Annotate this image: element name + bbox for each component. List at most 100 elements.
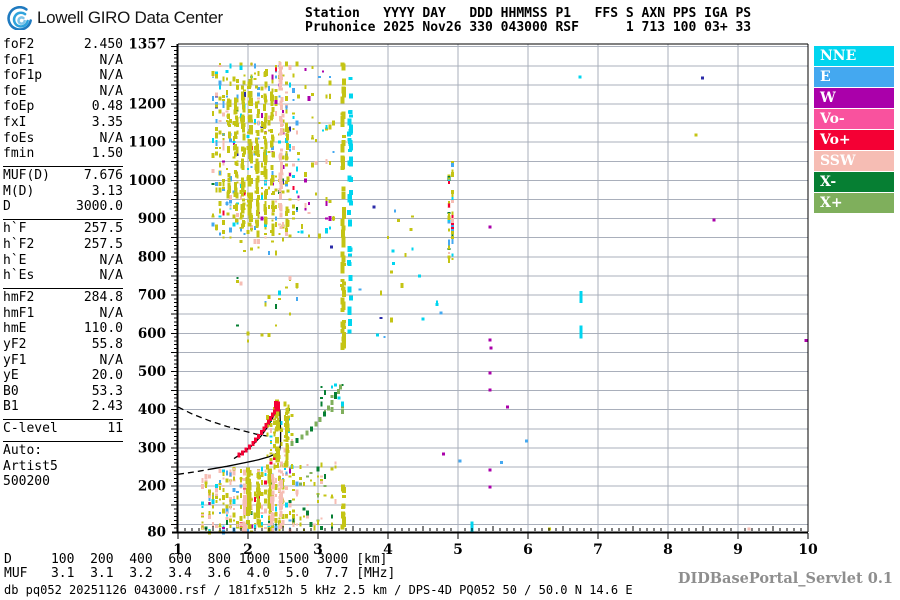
param-value: N/A	[99, 268, 123, 284]
param-value: 2.450	[83, 37, 123, 52]
param-value: N/A	[99, 352, 123, 368]
param-label: h`F	[3, 220, 27, 236]
legend-item-e[interactable]: E	[814, 67, 894, 87]
param-value: 257.5	[83, 220, 123, 236]
param-row-hes: h`Es N/A	[3, 268, 123, 284]
param-row-yf2: yF2 55.8	[3, 337, 123, 353]
param-row-mufd: MUF(D) 7.676	[3, 165, 123, 184]
param-label: B0	[3, 383, 19, 399]
legend-item-vo[interactable]: Vo-	[814, 109, 894, 129]
legend-item-nne[interactable]: NNE	[814, 46, 894, 66]
param-label: fmin	[3, 146, 35, 162]
param-row-fof2: foF2 2.450	[3, 37, 123, 53]
legend-item-ssw[interactable]: SSW	[814, 151, 894, 171]
param-value: N/A	[99, 83, 123, 99]
station-header: Station YYYY DAY DDD HHMMSS P1 FFS S AXN…	[305, 7, 751, 35]
param-value: 1.50	[91, 146, 123, 162]
param-label: D	[3, 199, 11, 215]
y-tick-label: 1100	[128, 135, 166, 151]
servlet-version-label: DIDBasePortal_Servlet 0.1	[677, 570, 893, 587]
param-label: C-level	[3, 420, 58, 436]
x-tick-label: 6	[523, 542, 533, 558]
param-value: N/A	[99, 305, 123, 321]
param-value: N/A	[99, 130, 123, 146]
x-tick-label: 5	[453, 542, 463, 558]
param-value: 0.48	[91, 99, 123, 115]
param-row-b1: B1 2.43	[3, 399, 123, 415]
param-value: 53.3	[91, 383, 123, 399]
param-label: h`Es	[3, 268, 35, 284]
brand: Lowell GIRO Data Center	[6, 6, 223, 30]
x-tick-label: 7	[593, 542, 603, 558]
param-value: 3000.0	[76, 199, 123, 215]
param-label: hmE	[3, 321, 27, 337]
y-tick-label: 1357	[128, 37, 166, 53]
param-label: Artist5	[3, 458, 58, 474]
param-row-hme: hmE 110.0	[3, 321, 123, 337]
legend-item-x[interactable]: X-	[814, 172, 894, 192]
param-label: foEs	[3, 130, 35, 146]
y-tick-label: 800	[138, 249, 166, 265]
profile-curves	[177, 404, 282, 475]
param-value: 20.0	[91, 368, 123, 384]
scatter-points	[201, 61, 808, 535]
param-label: yF2	[3, 336, 27, 352]
curve-profile-extrapolated-dashed	[177, 468, 210, 475]
echo-traces	[237, 384, 342, 458]
curve-muf-transmission-dashed	[177, 406, 268, 437]
y-tick-label: 80	[147, 525, 166, 541]
param-label: hmF2	[3, 289, 35, 305]
param-row-auto: Auto:	[3, 440, 123, 459]
param-row-fof1p: foF1p N/A	[3, 68, 123, 84]
param-row-fmin: fmin 1.50	[3, 146, 123, 162]
param-label: B1	[3, 399, 19, 415]
param-label: foF2	[3, 37, 35, 52]
param-value: 2.43	[91, 399, 123, 415]
x-tick-label: 9	[733, 542, 743, 558]
param-row-500200: 500200	[3, 474, 123, 490]
param-label: MUF(D)	[3, 167, 50, 183]
param-row-b0: B0 53.3	[3, 384, 123, 400]
legend-item-vo[interactable]: Vo+	[814, 130, 894, 150]
axes	[171, 43, 809, 539]
y-tick-label: 400	[138, 402, 166, 418]
x-tick-label: 8	[663, 542, 673, 558]
param-value: N/A	[99, 68, 123, 84]
param-label: h`F2	[3, 236, 35, 252]
param-label: hmF1	[3, 305, 35, 321]
param-row-hmf1: hmF1 N/A	[3, 306, 123, 322]
param-value: N/A	[99, 52, 123, 68]
muf-row: MUF 3.1 3.1 3.2 3.4 3.6 4.0 5.0 7.7 [MHz…	[4, 566, 396, 581]
giro-logo-icon	[7, 6, 32, 30]
param-label: foF1	[3, 52, 35, 68]
y-tick-label: 1200	[128, 96, 166, 112]
param-label: M(D)	[3, 183, 35, 199]
param-row-clevel: C-level 11	[3, 418, 123, 437]
param-row-fof1: foF1 N/A	[3, 53, 123, 69]
param-value: N/A	[99, 252, 123, 268]
legend-item-w[interactable]: W	[814, 88, 894, 108]
echo-direction-legend: NNE E W Vo- Vo+ SSW X- X+	[814, 46, 894, 214]
param-row-hmf2: hmF2 284.8	[3, 287, 123, 306]
brand-title: Lowell GIRO Data Center	[37, 8, 223, 27]
y-tick-label: 200	[138, 479, 166, 495]
y-tick-label: 1000	[128, 173, 166, 189]
x-tick-label: 4	[383, 542, 393, 558]
legend-item-x[interactable]: X+	[814, 193, 894, 213]
param-value: 257.5	[83, 236, 123, 252]
param-label: 500200	[3, 474, 50, 490]
y-tick-label: 900	[138, 211, 166, 227]
x-tick-label: 2	[243, 542, 253, 558]
param-row-md: M(D) 3.13	[3, 184, 123, 200]
param-row-he: h`E N/A	[3, 253, 123, 269]
param-value: 284.8	[83, 289, 123, 305]
y-tick-label: 700	[138, 288, 166, 304]
distance-row: D 100 200 400 600 800 1000 1500 3000 [km…	[4, 552, 388, 567]
x-tick-label: 3	[313, 542, 323, 558]
station-header-line2: Pruhonice 2025 Nov26 330 043000 RSF 1 71…	[305, 20, 752, 35]
param-row-d: D 3000.0	[3, 199, 123, 215]
param-label: foEp	[3, 99, 35, 115]
y-tick-label: 500	[138, 364, 166, 380]
